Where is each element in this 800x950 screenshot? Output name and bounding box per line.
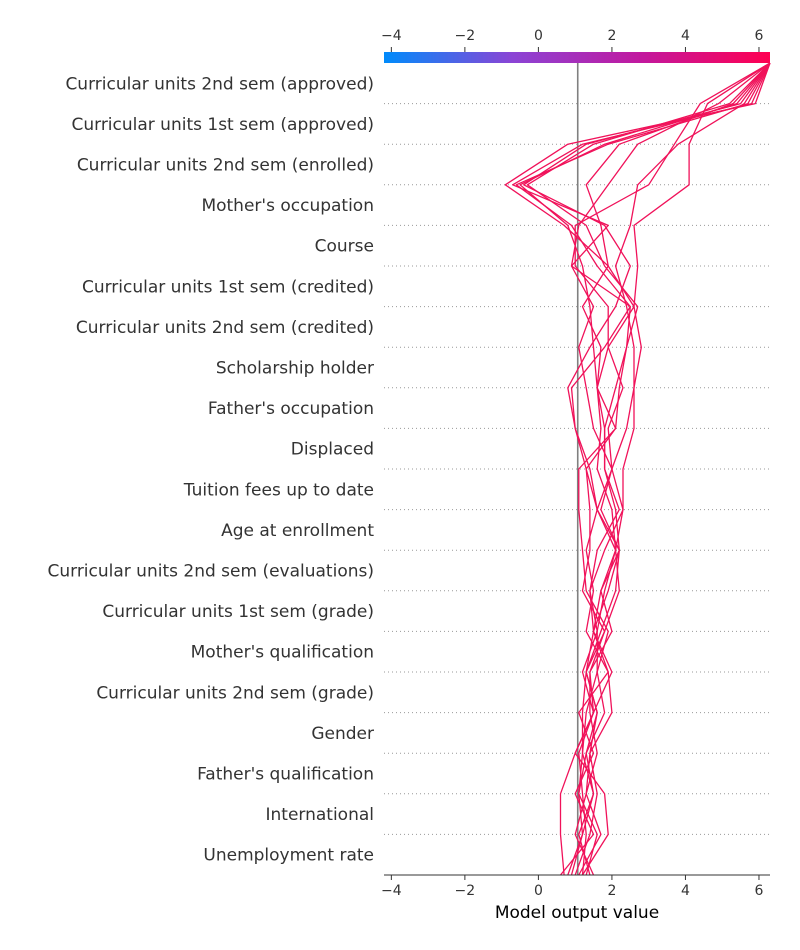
- top-tick-label: 0: [534, 28, 543, 44]
- decision-lines: [504, 62, 771, 876]
- top-tick-label: −4: [381, 28, 402, 44]
- feature-label: Curricular units 2nd sem (grade): [96, 683, 374, 703]
- feature-label: Father's qualification: [197, 765, 374, 785]
- feature-label: Curricular units 1st sem (credited): [82, 277, 374, 297]
- decision-line: [526, 62, 771, 876]
- feature-label: International: [266, 805, 375, 825]
- bottom-tick-label: −4: [381, 883, 402, 899]
- feature-rows: Curricular units 2nd sem (approved) Curri…: [47, 74, 770, 866]
- bottom-tick-label: 4: [681, 883, 690, 899]
- decision-line: [515, 62, 771, 876]
- top-tick-label: −2: [455, 28, 476, 44]
- feature-label: Curricular units 2nd sem (evaluations): [47, 562, 374, 582]
- decision-line: [559, 62, 771, 876]
- bottom-tick-label: 6: [755, 883, 764, 899]
- top-tick-label: 4: [681, 28, 690, 44]
- feature-label: Gender: [311, 724, 374, 744]
- colorbar-gradient: [384, 52, 770, 63]
- top-x-axis: −4 −2 0 2 4 6: [381, 28, 764, 52]
- feature-label: Scholarship holder: [216, 359, 374, 379]
- feature-label: Tuition fees up to date: [183, 480, 374, 500]
- feature-label: Curricular units 1st sem (grade): [102, 602, 374, 622]
- feature-label: Unemployment rate: [203, 846, 374, 866]
- decision-line: [519, 62, 771, 876]
- feature-label: Curricular units 2nd sem (credited): [76, 318, 374, 338]
- bottom-tick-label: 2: [607, 883, 616, 899]
- feature-label: Course: [315, 237, 374, 257]
- colorbar: [384, 52, 770, 63]
- feature-label: Age at enrollment: [221, 521, 374, 541]
- bottom-x-axis: −4 −2 0 2 4 6: [381, 874, 770, 899]
- bottom-tick-label: −2: [455, 883, 476, 899]
- x-axis-label: Model output value: [495, 903, 659, 923]
- top-tick-label: 2: [607, 28, 616, 44]
- decision-line: [559, 62, 771, 876]
- decision-line: [512, 62, 771, 876]
- feature-label: Mother's occupation: [201, 196, 374, 216]
- feature-label: Mother's qualification: [191, 643, 374, 663]
- top-tick-label: 6: [755, 28, 764, 44]
- decision-line: [570, 62, 771, 876]
- feature-label: Displaced: [291, 440, 374, 460]
- feature-label: Curricular units 2nd sem (enrolled): [77, 156, 374, 176]
- feature-label: Curricular units 2nd sem (approved): [65, 74, 374, 94]
- feature-label: Curricular units 1st sem (approved): [71, 115, 374, 135]
- feature-label: Father's occupation: [208, 399, 374, 419]
- bottom-tick-label: 0: [534, 883, 543, 899]
